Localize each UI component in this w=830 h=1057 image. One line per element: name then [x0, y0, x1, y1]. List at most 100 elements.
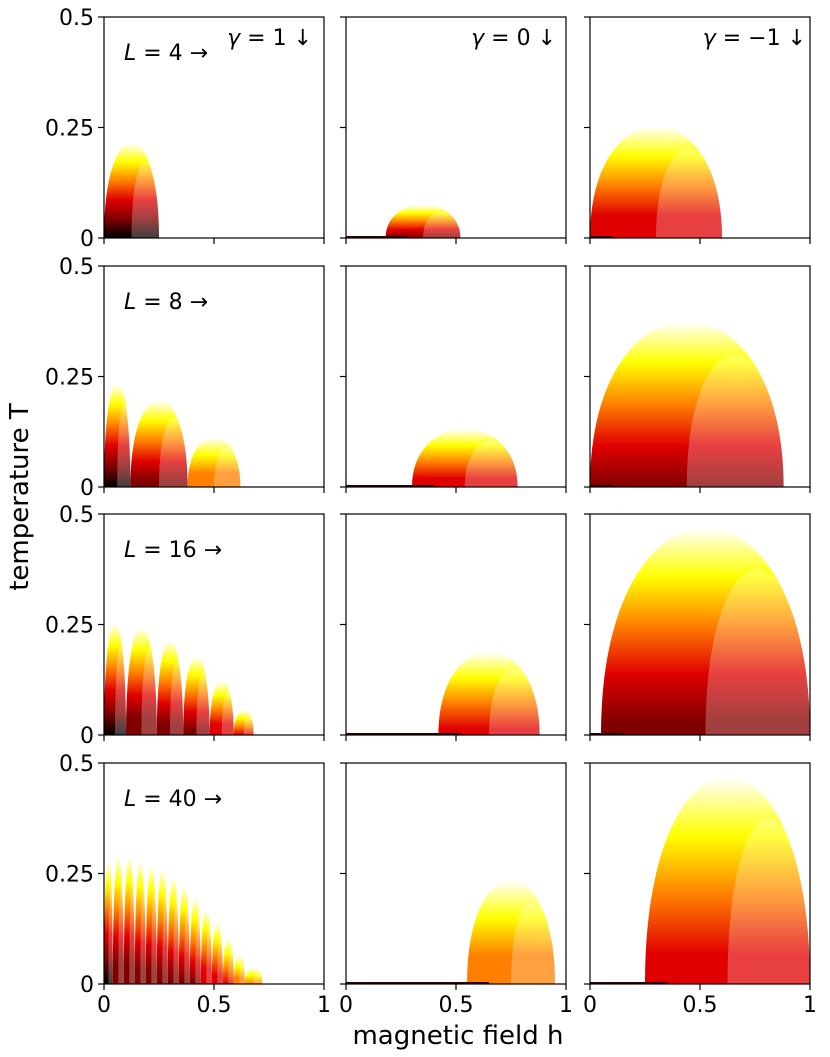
- y-tick-label: 0.5: [59, 752, 94, 777]
- panels-layer: [98, 16, 811, 990]
- phase-region: [233, 710, 254, 735]
- y-tick-label: 0.25: [45, 117, 94, 142]
- region-fade: [464, 440, 518, 487]
- phase-region: [104, 142, 159, 238]
- phase-region: [590, 321, 784, 487]
- region-fade: [206, 924, 212, 984]
- region-fade: [162, 891, 168, 984]
- region-fade: [656, 148, 722, 238]
- phase-region: [645, 776, 810, 984]
- y-tick-label: 0.25: [45, 863, 94, 888]
- region-fade: [140, 884, 146, 984]
- region-fade: [141, 648, 157, 735]
- x-tick-label: 0: [339, 993, 353, 1018]
- phase-region: [209, 681, 234, 735]
- y-tick-label: 0: [80, 227, 94, 252]
- y-tick-label: 0: [80, 724, 94, 749]
- panel-r1-c1: [98, 16, 325, 244]
- region-fade: [686, 354, 784, 487]
- region-fade: [239, 960, 245, 984]
- region-fade: [118, 881, 124, 984]
- panel-r2-c1: [98, 265, 325, 493]
- region-fade: [217, 934, 223, 984]
- panel-r1-c3: [584, 16, 811, 244]
- phase-region: [156, 639, 184, 735]
- phase-region: [145, 863, 157, 984]
- phase-region: [233, 954, 245, 984]
- x-tick-label: 0.5: [439, 993, 474, 1018]
- phase-region: [438, 652, 540, 735]
- region-fade: [727, 818, 810, 984]
- y-tick-label: 0.25: [45, 614, 94, 639]
- region-fade: [184, 904, 190, 984]
- phase-region: [467, 880, 555, 984]
- phase-region: [104, 383, 131, 487]
- phase-region: [601, 527, 810, 735]
- x-tick-label: 1: [317, 993, 331, 1018]
- panel-r2-c2: [340, 265, 567, 493]
- phase-region: [134, 859, 146, 984]
- region-fade: [221, 691, 234, 735]
- phase-region: [187, 437, 241, 487]
- labels-layer: 00.250.500.250.500.250.500.250.50 0.5 1 0 0.…: [45, 6, 817, 1018]
- phase-region: [222, 938, 234, 984]
- panel-r3-c3: [584, 513, 811, 741]
- region-fade: [511, 901, 555, 984]
- y-tick-label: 0.5: [59, 503, 94, 528]
- region-fade: [705, 569, 810, 735]
- column-label-gamma-1: γ = 0 ↓: [471, 26, 556, 51]
- phase-region: [123, 855, 135, 984]
- phase-region: [200, 909, 212, 984]
- x-axis-title: magnetic field h: [352, 1021, 563, 1051]
- y-tick-label: 0: [80, 973, 94, 998]
- region-fade: [151, 887, 157, 984]
- x-tick-label: 0.5: [197, 993, 232, 1018]
- row-label-L4: L = 4 →: [124, 41, 208, 66]
- phase-region: [189, 896, 201, 984]
- row-label-L8: L = 8 →: [124, 290, 208, 315]
- phase-region: [211, 921, 223, 984]
- region-fade: [173, 897, 179, 984]
- y-tick-label: 0: [80, 476, 94, 501]
- x-tick-label: 1: [559, 993, 573, 1018]
- region-fade: [170, 658, 184, 735]
- column-label-gamma-0: γ = 1 ↓: [227, 26, 312, 51]
- region-fade: [117, 404, 131, 487]
- phase-region: [126, 627, 157, 735]
- phase-region: [183, 656, 210, 735]
- panel-r1-c2: [340, 16, 567, 244]
- region-fade: [195, 914, 201, 984]
- panel-r4-c3: [584, 762, 811, 990]
- region-fade: [489, 668, 540, 735]
- panel-r4-c1: [98, 762, 325, 990]
- region-fade: [423, 211, 461, 238]
- row-label-L16: L = 16 →: [124, 538, 222, 563]
- region-fade: [196, 672, 210, 735]
- phase-region: [156, 867, 168, 984]
- phase-region: [590, 126, 722, 238]
- region-fade: [228, 947, 234, 984]
- y-tick-label: 0.5: [59, 6, 94, 31]
- phase-region: [244, 967, 263, 984]
- region-fade: [214, 447, 241, 487]
- panel-r3-c1: [98, 513, 325, 741]
- phase-region: [385, 204, 461, 238]
- phase-region: [104, 859, 113, 984]
- x-tick-label: 0.5: [683, 993, 718, 1018]
- y-tick-label: 0.25: [45, 366, 94, 391]
- phase-region: [104, 623, 126, 735]
- x-tick-label: 0: [97, 993, 111, 1018]
- region-fade: [129, 881, 135, 984]
- row-label-L40: L = 40 →: [124, 787, 222, 812]
- region-fade: [115, 645, 126, 735]
- y-tick-label: 0.5: [59, 255, 94, 280]
- panel-r2-c3: [584, 265, 811, 493]
- region-fade: [243, 715, 254, 735]
- y-axis-title: temperature T: [5, 403, 35, 591]
- panel-r4-c2: [340, 762, 567, 990]
- phase-region: [130, 399, 188, 487]
- panel-r3-c2: [340, 513, 567, 741]
- region-fade: [131, 161, 159, 238]
- x-tick-label: 0: [583, 993, 597, 1018]
